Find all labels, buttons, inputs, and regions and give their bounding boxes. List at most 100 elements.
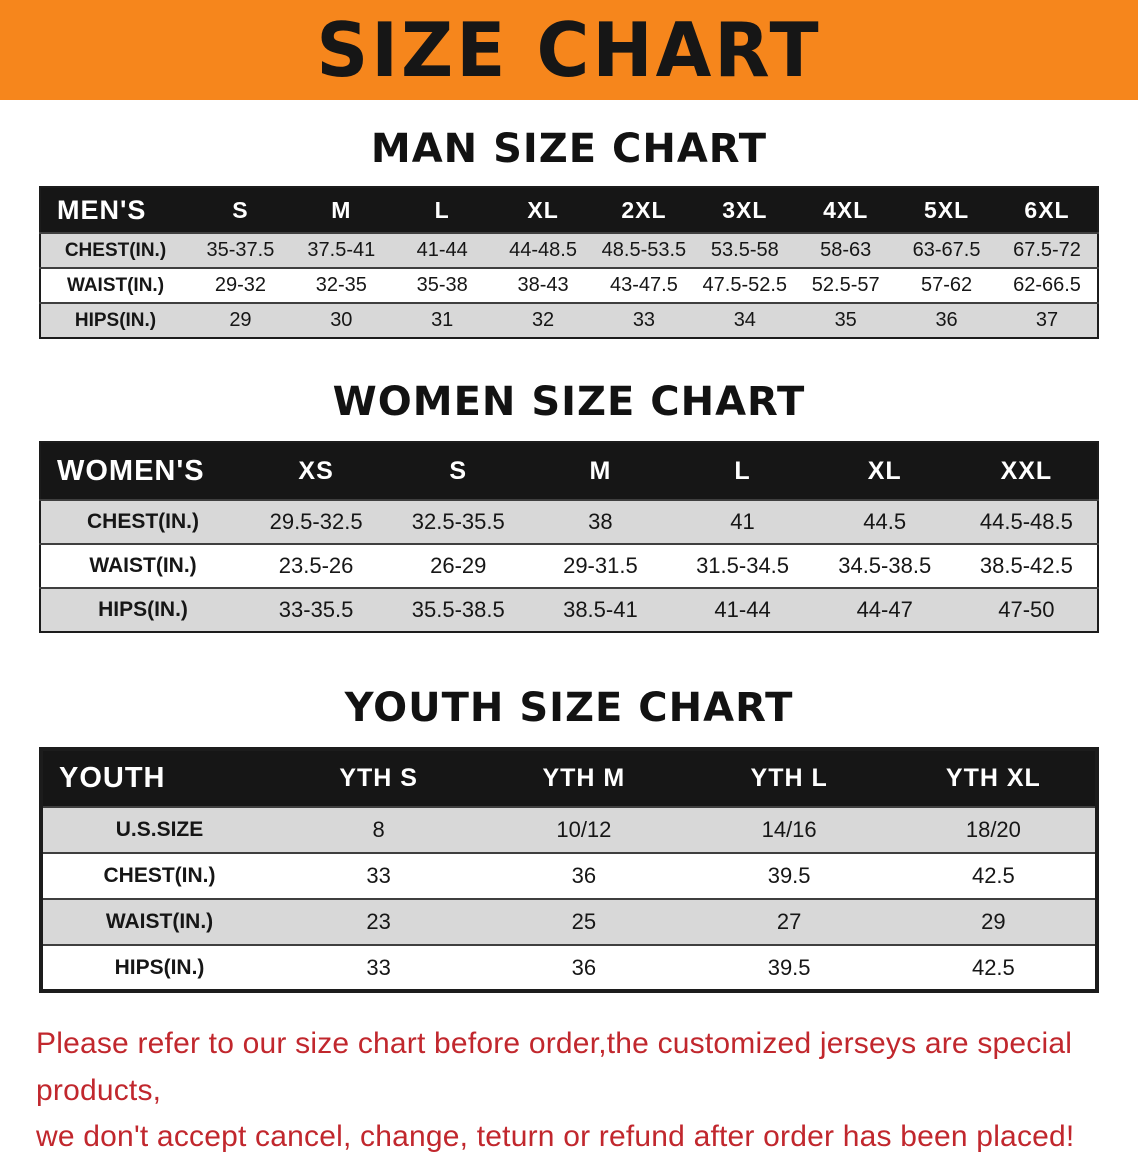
footer-note-line2: we don't accept cancel, change, teturn o… <box>36 1120 1075 1153</box>
youth-table-title: YOUTH <box>41 749 276 807</box>
size-cell: 63-67.5 <box>912 239 981 261</box>
youth-ussize-row: U.S.SIZE 8 10/12 14/16 18/20 <box>41 807 1097 853</box>
size-cell: 52.5-57 <box>811 274 880 296</box>
men-chest-row: CHEST(IN.) 35-37.5 37.5-41 41-44 44-48.5… <box>40 233 1098 268</box>
size-cell: 34.5-38.5 <box>838 553 932 578</box>
row-label: CHEST(IN.) <box>87 510 199 533</box>
row-label: WAIST(IN.) <box>89 554 197 577</box>
size-cell: 44.5-48.5 <box>979 509 1073 534</box>
row-label: HIPS(IN.) <box>98 598 188 621</box>
size-cell: 30 <box>330 309 353 331</box>
size-cell: 35.5-38.5 <box>411 597 505 622</box>
size-cell: 34 <box>733 309 756 331</box>
size-cell: 29.5-32.5 <box>269 509 363 534</box>
size-cell: 58-63 <box>820 239 872 261</box>
men-waist-row: WAIST(IN.) 29-32 32-35 35-38 38-43 43-47… <box>40 268 1098 303</box>
size-cell: 44-48.5 <box>509 239 577 261</box>
youth-section-heading: YOUTH SIZE CHART <box>344 685 794 731</box>
size-cell: 29-31.5 <box>563 553 638 578</box>
size-cell: 47.5-52.5 <box>702 274 788 296</box>
size-cell: 47-50 <box>998 597 1055 622</box>
women-header-row: WOMEN'S XS S M L XL XXL <box>40 442 1098 500</box>
size-col-header: XL <box>813 442 956 500</box>
size-col-header: M <box>529 442 672 500</box>
row-label: WAIST(IN.) <box>105 910 214 933</box>
size-cell: 33 <box>366 863 391 888</box>
women-table-title: WOMEN'S <box>40 442 245 500</box>
size-col-header: 4XL <box>795 187 897 233</box>
size-col-header: 3XL <box>694 187 796 233</box>
row-label: HIPS(IN.) <box>114 955 205 979</box>
row-label: CHEST(IN.) <box>103 864 216 887</box>
size-cell: 41 <box>730 509 755 534</box>
size-cell: 57-62 <box>920 274 973 296</box>
row-label: CHEST(IN.) <box>64 239 167 261</box>
size-cell: 36 <box>935 309 958 331</box>
size-cell: 39.5 <box>767 954 811 980</box>
youth-hips-row: HIPS(IN.) 33 36 39.5 42.5 <box>41 945 1097 991</box>
size-cell: 29-32 <box>214 274 267 296</box>
size-cell: 41-44 <box>416 239 468 261</box>
size-cell: 38.5-42.5 <box>979 553 1073 578</box>
size-cell: 35 <box>834 309 857 331</box>
size-cell: 32 <box>531 309 555 331</box>
size-col-header: YTH S <box>276 749 482 807</box>
size-cell: 8 <box>372 817 385 842</box>
size-cell: 31 <box>431 309 454 331</box>
size-cell: 23 <box>366 909 391 934</box>
footer-note: Please refer to our size chart before or… <box>36 1021 1118 1161</box>
size-cell: 23.5-26 <box>278 553 354 578</box>
size-cell: 38.5-41 <box>563 597 638 622</box>
size-col-header: YTH XL <box>891 749 1097 807</box>
size-cell: 26-29 <box>430 553 487 578</box>
men-section-heading: MAN SIZE CHART <box>370 126 768 172</box>
size-col-header: 6XL <box>997 187 1098 233</box>
size-cell: 31.5-34.5 <box>696 553 790 578</box>
size-cell: 35-37.5 <box>206 239 275 261</box>
size-cell: 41-44 <box>714 597 771 622</box>
men-table-title: MEN'S <box>40 187 190 233</box>
men-size-table: MEN'S S M L XL 2XL 3XL 4XL 5XL 6XL CHEST… <box>39 186 1099 339</box>
size-cell: 39.5 <box>767 863 811 888</box>
banner: SIZE CHART <box>0 0 1138 100</box>
footer-note-line1: Please refer to our size chart before or… <box>36 1027 1073 1107</box>
youth-size-table: YOUTH YTH S YTH M YTH L YTH XL U.S.SIZE … <box>39 747 1099 993</box>
page-title: SIZE CHART <box>316 6 822 94</box>
size-cell: 37.5-41 <box>307 239 376 261</box>
youth-chest-row: CHEST(IN.) 33 36 39.5 42.5 <box>41 853 1097 899</box>
size-col-header: M <box>290 187 392 233</box>
women-hips-row: HIPS(IN.) 33-35.5 35.5-38.5 38.5-41 41-4… <box>40 588 1098 632</box>
size-col-header: L <box>671 442 814 500</box>
size-col-header: 2XL <box>593 187 695 233</box>
women-section-heading: WOMEN SIZE CHART <box>332 379 806 425</box>
youth-header-row: YOUTH YTH S YTH M YTH L YTH XL <box>41 749 1097 807</box>
size-cell: 62-66.5 <box>1013 274 1081 296</box>
size-col-header: YTH L <box>686 749 892 807</box>
women-waist-row: WAIST(IN.) 23.5-26 26-29 29-31.5 31.5-34… <box>40 544 1098 588</box>
size-col-header: YTH M <box>481 749 687 807</box>
youth-waist-row: WAIST(IN.) 23 25 27 29 <box>41 899 1097 945</box>
size-cell: 27 <box>776 909 802 934</box>
size-cell: 25 <box>571 909 597 934</box>
size-cell: 36 <box>571 863 597 888</box>
row-label: WAIST(IN.) <box>66 274 165 296</box>
size-cell: 38-43 <box>517 274 569 296</box>
women-chest-row: CHEST(IN.) 29.5-32.5 32.5-35.5 38 41 44.… <box>40 500 1098 544</box>
size-cell: 42.5 <box>971 954 1015 980</box>
size-cell: 38 <box>588 509 613 534</box>
size-cell: 67.5-72 <box>1013 239 1081 261</box>
size-cell: 10/12 <box>556 817 612 842</box>
row-label: HIPS(IN.) <box>74 309 157 331</box>
size-cell: 33 <box>366 954 391 980</box>
size-col-header: XS <box>245 442 388 500</box>
size-col-header: XL <box>492 187 594 233</box>
size-col-header: L <box>391 187 493 233</box>
women-size-table: WOMEN'S XS S M L XL XXL CHEST(IN.) 29.5-… <box>39 441 1099 633</box>
size-cell: 43-47.5 <box>610 274 678 296</box>
size-cell: 29 <box>229 309 252 331</box>
size-cell: 33 <box>632 309 656 331</box>
size-cell: 14/16 <box>761 817 817 842</box>
men-header-row: MEN'S S M L XL 2XL 3XL 4XL 5XL 6XL <box>40 187 1098 233</box>
size-cell: 37 <box>1035 309 1059 331</box>
